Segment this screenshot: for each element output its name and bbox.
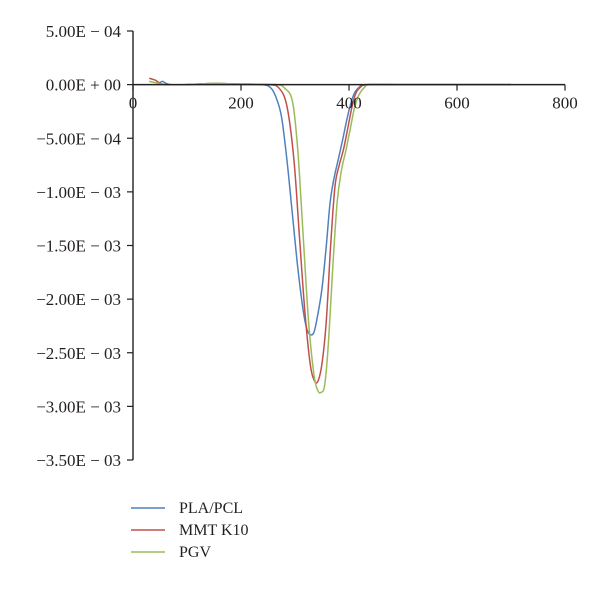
legend-label-2: MMT K10 (179, 522, 249, 539)
series-line-2 (148, 77, 511, 384)
y-tick-label: −3.50E − 03 (36, 451, 121, 470)
legend-label-1: PLA/PCL (179, 500, 243, 517)
y-tick-label: −1.00E − 03 (36, 183, 121, 202)
y-tick-label: −2.00E − 03 (36, 290, 121, 309)
x-tick-label: 800 (552, 94, 578, 113)
legend-label-3: PGV (179, 544, 211, 561)
x-tick-label: 600 (444, 94, 470, 113)
x-tick-label: 400 (336, 94, 362, 113)
y-tick-label: −3.00E − 03 (36, 397, 121, 416)
y-tick-label: 5.00E − 04 (46, 22, 122, 41)
series-line-1 (159, 80, 511, 336)
y-tick-label: −1.50E − 03 (36, 237, 121, 256)
y-tick-label: −2.50E − 03 (36, 344, 121, 363)
x-tick-label: 200 (228, 94, 254, 113)
y-tick-label: 0.00E + 00 (46, 76, 121, 95)
x-tick-label: 0 (129, 94, 138, 113)
series-line-3 (149, 80, 511, 394)
y-tick-label: −5.00E − 04 (36, 129, 121, 148)
